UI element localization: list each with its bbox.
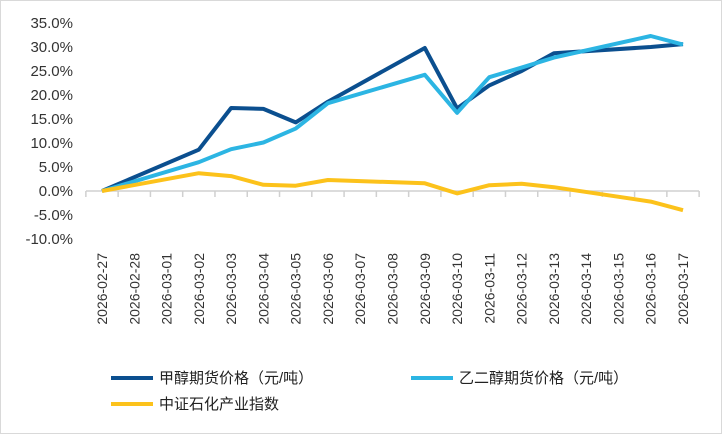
x-tick-label: 2026-03-01 [159, 253, 175, 325]
legend-label: 甲醇期货价格（元/吨） [159, 370, 314, 387]
legend-label: 乙二醇期货价格（元/吨） [459, 370, 629, 387]
y-tick-label: 5.0% [39, 159, 73, 176]
x-tick-label: 2026-02-28 [126, 253, 142, 325]
x-tick-label: 2026-03-03 [223, 253, 239, 325]
legend-swatch [111, 375, 153, 380]
y-tick-label: 25.0% [30, 63, 73, 80]
x-tick-label: 2026-03-16 [643, 253, 659, 325]
x-tick-label: 2026-03-04 [255, 253, 271, 325]
x-tick-label: 2026-03-08 [385, 253, 401, 325]
y-tick-label: 10.0% [30, 135, 73, 152]
y-tick-label: 0.0% [39, 183, 73, 200]
y-tick-label: 20.0% [30, 87, 73, 104]
x-tick-label: 2026-03-12 [514, 253, 530, 325]
x-tick-label: 2026-03-13 [546, 253, 562, 325]
series-line [101, 42, 684, 193]
legend-swatch [111, 401, 153, 406]
x-tick-label: 2026-03-07 [352, 253, 368, 325]
x-tick-label: 2026-03-09 [417, 253, 433, 325]
legend-item: 中证石化产业指数 [111, 393, 279, 414]
legend-label: 中证石化产业指数 [159, 396, 280, 413]
series-line [101, 171, 684, 213]
y-tick-label: 15.0% [30, 111, 73, 128]
y-tick-label: 30.0% [30, 39, 73, 56]
legend-swatch [411, 375, 453, 380]
y-tick-label: -5.0% [34, 207, 73, 224]
x-tick-label: 2026-03-06 [320, 253, 336, 325]
x-tick-label: 2026-03-15 [610, 253, 626, 325]
x-tick-label: 2026-03-11 [481, 253, 497, 324]
x-tick-label: 2026-03-10 [449, 253, 465, 325]
x-tick-label: 2026-03-05 [288, 253, 304, 325]
y-tick-label: 35.0% [30, 15, 73, 32]
legend-item: 甲醇期货价格（元/吨） [111, 367, 313, 388]
chart-plot: 35.0% 30.0% 25.0% 20.0% 15.0% 10.0% 5.0% 0.0% -5… [25, 15, 700, 325]
x-tick-label: 2026-03-02 [191, 253, 207, 325]
series-line [101, 34, 684, 193]
x-tick-label: 2026-02-27 [94, 253, 110, 325]
y-tick-label: -10.0% [25, 231, 73, 248]
x-tick-label: 2026-03-14 [578, 253, 594, 325]
legend-item: 乙二醇期货价格（元/吨） [411, 367, 628, 388]
x-tick-label: 2026-03-17 [675, 253, 691, 325]
